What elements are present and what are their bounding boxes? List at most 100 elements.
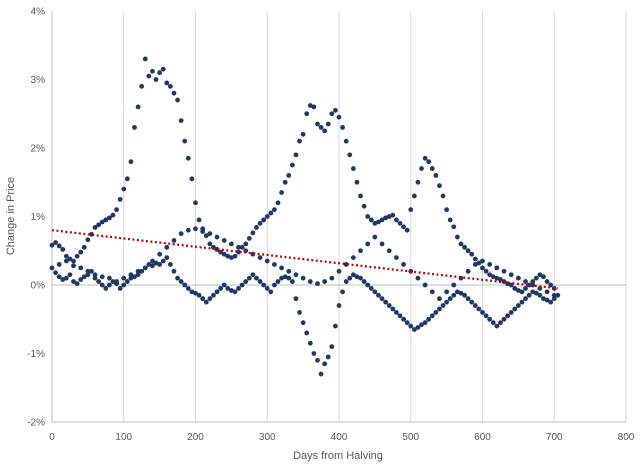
data-point (250, 230, 256, 236)
data-point (211, 292, 216, 298)
data-point (160, 258, 166, 264)
data-point (404, 227, 410, 233)
data-point (135, 104, 141, 110)
data-point (523, 296, 528, 302)
data-point (236, 249, 241, 255)
data-point (107, 215, 112, 221)
data-point (533, 290, 539, 296)
data-point (336, 114, 342, 120)
data-point (437, 183, 442, 189)
data-point (329, 111, 335, 117)
data-point (383, 299, 389, 305)
data-point (200, 296, 206, 302)
x-tick-labels: 0 100 200 300 400 500 600 700 800 (49, 432, 635, 443)
data-point (243, 279, 249, 284)
data-point (99, 274, 105, 280)
data-point (142, 265, 148, 271)
data-point (526, 292, 532, 298)
data-point (426, 316, 432, 322)
data-point (121, 186, 127, 192)
data-point (390, 212, 396, 218)
data-point (139, 268, 145, 274)
data-point (124, 279, 130, 284)
data-point (157, 262, 163, 267)
data-point (135, 268, 141, 274)
data-point (376, 292, 381, 298)
x-axis-title: Days from Halving (293, 450, 383, 462)
data-point (483, 268, 489, 274)
data-point (429, 289, 435, 295)
data-point (67, 256, 73, 262)
data-point (451, 282, 457, 288)
data-point (74, 281, 80, 287)
data-point (193, 200, 198, 206)
data-point (264, 286, 270, 291)
data-point (293, 296, 299, 302)
data-point (368, 286, 374, 291)
data-point (318, 371, 324, 377)
data-point (207, 296, 213, 302)
data-point (250, 272, 256, 278)
data-point (114, 279, 119, 284)
data-point (454, 234, 460, 240)
data-point (272, 207, 277, 213)
data-point (78, 249, 84, 255)
data-point (85, 237, 91, 243)
trendline (51, 229, 558, 290)
data-point (160, 66, 166, 72)
data-point (268, 289, 274, 295)
data-point (261, 282, 267, 288)
data-point (146, 73, 152, 79)
data-point (289, 279, 295, 284)
x-tick-label: 200 (187, 432, 204, 443)
data-point (519, 299, 525, 305)
data-point (548, 299, 554, 305)
data-point (487, 272, 493, 278)
data-point (63, 275, 69, 281)
data-point (103, 286, 109, 291)
data-point (397, 313, 403, 319)
data-point (347, 275, 353, 281)
data-point (472, 303, 478, 308)
data-point (501, 268, 507, 274)
data-point (128, 272, 134, 278)
data-point (354, 179, 360, 185)
data-point (300, 320, 306, 326)
data-point (347, 152, 353, 158)
data-point (304, 330, 310, 336)
data-point (325, 354, 331, 360)
data-point (214, 289, 220, 295)
data-point (372, 289, 378, 295)
data-point (394, 255, 399, 260)
data-point (164, 255, 170, 260)
data-point (440, 193, 446, 199)
y-axis-title: Change in Price (5, 177, 17, 255)
data-point (261, 217, 267, 223)
data-point (343, 279, 349, 284)
data-point (232, 253, 238, 259)
data-point (548, 282, 554, 288)
data-point (487, 262, 493, 267)
data-point (200, 229, 206, 234)
data-point (358, 275, 363, 281)
data-point (315, 281, 320, 287)
data-point (462, 244, 467, 250)
data-point (472, 256, 478, 262)
data-point (150, 258, 155, 264)
data-point (422, 282, 428, 288)
data-point (350, 166, 356, 171)
data-point (530, 279, 536, 284)
data-point (175, 97, 180, 103)
data-point (117, 286, 123, 291)
data-point (551, 296, 557, 302)
data-point (221, 238, 227, 243)
data-point (257, 279, 263, 284)
data-point (350, 255, 356, 260)
data-point (121, 275, 127, 281)
data-point (401, 316, 406, 322)
data-point (397, 220, 403, 226)
data-point (519, 289, 525, 295)
data-point (444, 289, 450, 295)
data-point (419, 166, 424, 171)
data-point (63, 258, 69, 264)
